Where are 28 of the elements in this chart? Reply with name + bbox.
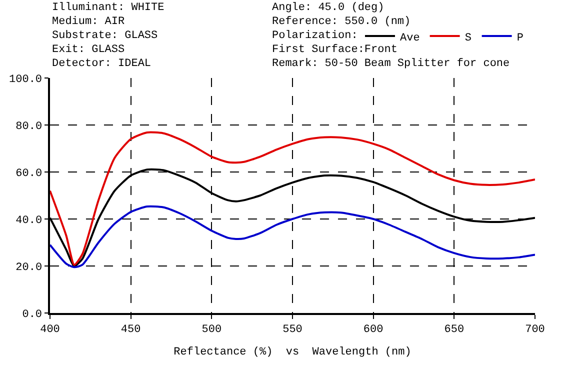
y-tick-label: 80.0 xyxy=(16,120,42,133)
legend-label: P xyxy=(516,32,524,44)
text: Detector: IDEAL xyxy=(52,58,152,70)
y-tick-label: 100.0 xyxy=(9,74,42,86)
y-tick-label: 0.0 xyxy=(22,308,42,321)
legend-label: S xyxy=(464,32,472,44)
text: Exit: GLASS xyxy=(52,44,126,56)
x-tick-label: 400 xyxy=(40,324,60,336)
text: Reference: 550.0 (nm) xyxy=(272,16,411,28)
text: Angle: 45.0 (deg) xyxy=(272,2,384,14)
text: Polarization: xyxy=(272,30,358,42)
y-tick-label: 20.0 xyxy=(16,262,42,274)
y-tick-label: 60.0 xyxy=(16,168,42,180)
x-tick-label: 650 xyxy=(444,324,464,336)
text: Remark: 50-50 Beam Splitter for cone xyxy=(272,58,510,70)
x-tick-label: 550 xyxy=(282,324,302,336)
x-tick-label: 500 xyxy=(202,324,222,336)
x-axis-title: Reflectance (%) vs Wavelength (nm) xyxy=(174,346,412,359)
text: Medium: AIR xyxy=(52,16,126,28)
legend-label: Ave xyxy=(400,32,420,44)
x-tick-label: 600 xyxy=(363,324,384,336)
text: Illuminant: WHITE xyxy=(52,2,165,14)
y-tick-label: 40.0 xyxy=(16,214,42,227)
x-tick-label: 450 xyxy=(120,324,141,336)
text: Substrate: GLASS xyxy=(52,30,158,42)
text: First Surface:Front xyxy=(272,44,398,56)
line-series xyxy=(50,205,535,268)
x-tick-label: 700 xyxy=(525,324,545,336)
